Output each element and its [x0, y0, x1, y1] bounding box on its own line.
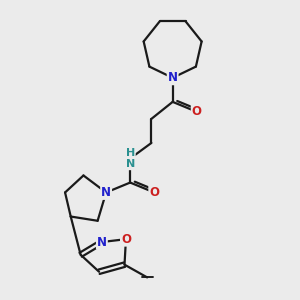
Text: O: O — [192, 105, 202, 118]
Text: O: O — [149, 186, 159, 199]
Text: N: N — [101, 186, 111, 199]
Text: H
N: H N — [126, 148, 135, 169]
Text: N: N — [168, 71, 178, 84]
Text: O: O — [121, 233, 131, 246]
Text: N: N — [97, 236, 107, 248]
